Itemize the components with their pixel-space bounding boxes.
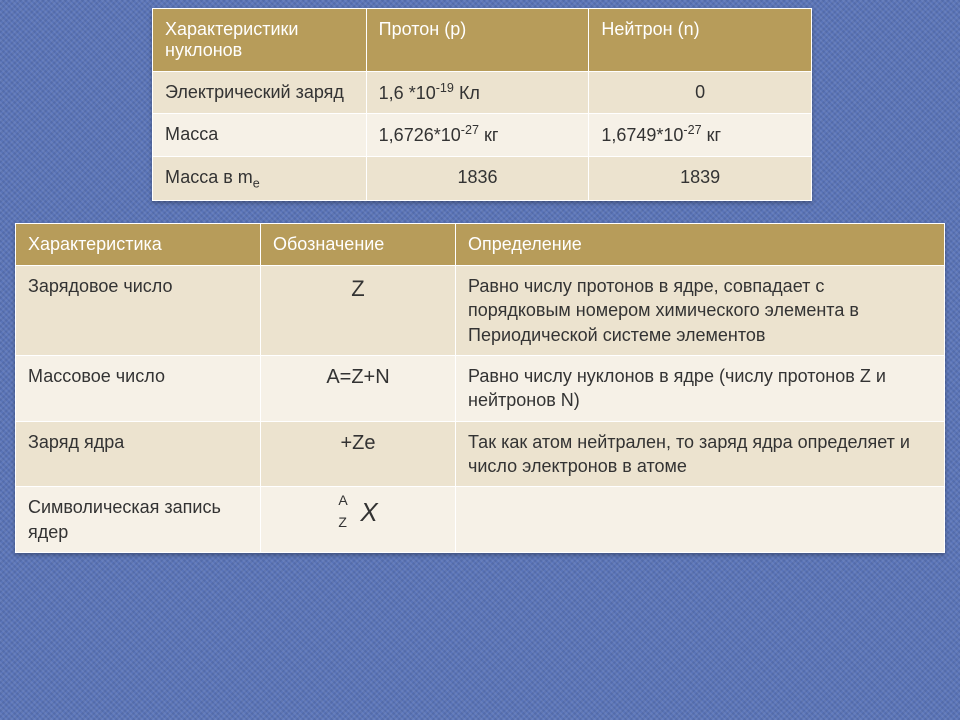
table-row: Зарядовое число Z Равно числу протонов в…	[16, 266, 945, 356]
nuclide-A: A	[338, 491, 347, 510]
cell-mass-label: Масса	[153, 114, 367, 156]
cell-nuc-charge-def: Так как атом нейтрален, то заряд ядра оп…	[456, 421, 945, 487]
cell-mass-number-label: Массовое число	[16, 356, 261, 422]
cell-neutron-charge: 0	[589, 72, 812, 114]
nucleus-characteristics-table: Характеристика Обозначение Определение З…	[15, 223, 945, 553]
table2-col1-header: Обозначение	[261, 224, 456, 266]
cell-neutron-mass-me: 1839	[589, 156, 812, 201]
table-row: Символическая запись ядер A Z X	[16, 487, 945, 553]
table1-header-row: Характеристики нуклонов Протон (p) Нейтр…	[153, 9, 812, 72]
table-row: Заряд ядра +Ze Так как атом нейтрален, т…	[16, 421, 945, 487]
table-row: Масса в me 1836 1839	[153, 156, 812, 201]
cell-mass-me-label: Масса в me	[153, 156, 367, 201]
cell-charge-number-def: Равно числу протонов в ядре, совпадает с…	[456, 266, 945, 356]
cell-mass-number-symbol: A=Z+N	[261, 356, 456, 422]
table-row: Электрический заряд 1,6 *10-19 Кл 0	[153, 72, 812, 114]
nucleon-properties-table: Характеристики нуклонов Протон (p) Нейтр…	[152, 8, 812, 201]
cell-charge-number-symbol: Z	[261, 266, 456, 356]
cell-charge-label: Электрический заряд	[153, 72, 367, 114]
cell-nuc-charge-label: Заряд ядра	[16, 421, 261, 487]
table1-col2-header: Нейтрон (n)	[589, 9, 812, 72]
cell-nuc-charge-symbol: +Ze	[261, 421, 456, 487]
table2-header-row: Характеристика Обозначение Определение	[16, 224, 945, 266]
table-row: Масса 1,6726*10-27 кг 1,6749*10-27 кг	[153, 114, 812, 156]
table-row: Массовое число A=Z+N Равно числу нуклоно…	[16, 356, 945, 422]
cell-charge-number-label: Зарядовое число	[16, 266, 261, 356]
cell-mass-number-def: Равно числу нуклонов в ядре (числу прото…	[456, 356, 945, 422]
table2-col2-header: Определение	[456, 224, 945, 266]
cell-symbolic-label: Символическая запись ядер	[16, 487, 261, 553]
table1-body: Электрический заряд 1,6 *10-19 Кл 0 Масс…	[153, 72, 812, 201]
cell-symbolic-def	[456, 487, 945, 553]
nuclide-Z: Z	[338, 513, 347, 532]
cell-proton-charge: 1,6 *10-19 Кл	[366, 72, 589, 114]
nuclide-X: X	[360, 497, 377, 527]
cell-neutron-mass: 1,6749*10-27 кг	[589, 114, 812, 156]
table2-col0-header: Характеристика	[16, 224, 261, 266]
table2-body: Зарядовое число Z Равно числу протонов в…	[16, 266, 945, 553]
table1-col0-header: Характеристики нуклонов	[153, 9, 367, 72]
nuclide-symbol: A Z X	[338, 495, 377, 530]
cell-proton-mass: 1,6726*10-27 кг	[366, 114, 589, 156]
cell-symbolic-notation: A Z X	[261, 487, 456, 553]
cell-proton-mass-me: 1836	[366, 156, 589, 201]
table1-col1-header: Протон (p)	[366, 9, 589, 72]
